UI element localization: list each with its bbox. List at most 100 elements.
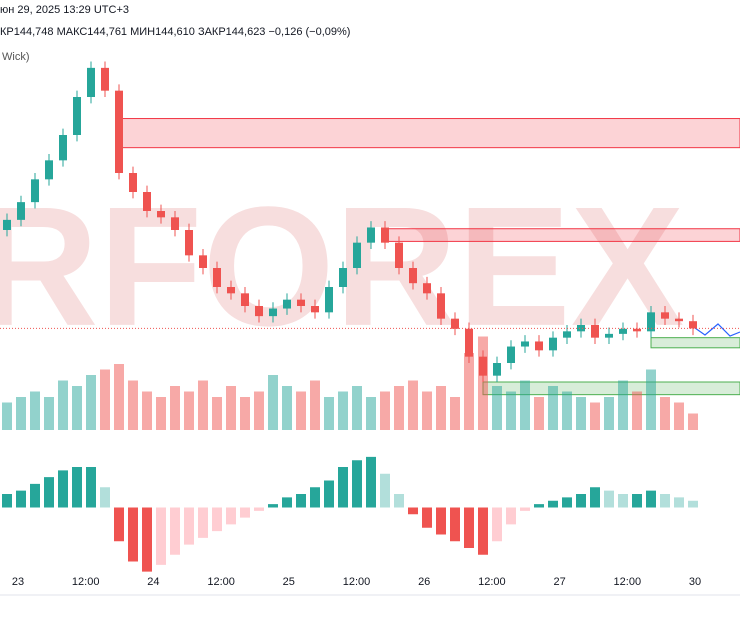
candle-body bbox=[269, 308, 277, 317]
candle-body bbox=[381, 227, 389, 243]
volume-bar bbox=[478, 336, 488, 430]
zone bbox=[650, 337, 740, 349]
volume-bar bbox=[86, 375, 96, 430]
histogram-bar bbox=[254, 507, 264, 511]
candle-body bbox=[185, 230, 193, 256]
volume-bar bbox=[212, 397, 222, 430]
histogram-bar bbox=[128, 507, 138, 562]
candle-body bbox=[157, 211, 165, 218]
candle-body bbox=[675, 318, 683, 322]
candle-body bbox=[353, 242, 361, 268]
candle-body bbox=[367, 227, 375, 243]
candle-body bbox=[465, 328, 473, 357]
candle-body bbox=[129, 173, 137, 192]
histogram-bar bbox=[366, 456, 376, 508]
volume-bar bbox=[660, 397, 670, 430]
candle-body bbox=[493, 363, 501, 376]
volume-bar bbox=[72, 386, 82, 430]
histogram-bar bbox=[114, 507, 124, 542]
x-tick-label: 27 bbox=[553, 576, 565, 588]
histogram-bar bbox=[142, 507, 152, 572]
volume-bar bbox=[548, 386, 558, 430]
volume-bar bbox=[352, 386, 362, 430]
histogram-bar bbox=[436, 507, 446, 535]
histogram-bar bbox=[660, 494, 670, 508]
x-tick-label: 12:00 bbox=[478, 576, 506, 588]
candle-body bbox=[535, 341, 543, 351]
volume-bar bbox=[618, 380, 628, 430]
legend-text: Wick) bbox=[2, 51, 30, 63]
candle-body bbox=[101, 67, 109, 91]
histogram-bar bbox=[422, 507, 432, 528]
candle-body bbox=[409, 268, 417, 284]
histogram-bar bbox=[576, 494, 586, 508]
histogram-bar bbox=[632, 494, 642, 508]
candle-body bbox=[619, 328, 627, 334]
x-tick-label: 12:00 bbox=[207, 576, 235, 588]
volume-bar bbox=[240, 397, 250, 430]
histogram-bar bbox=[674, 497, 684, 508]
candle-body bbox=[171, 217, 179, 230]
volume-bar bbox=[590, 402, 600, 430]
x-tick-label: 30 bbox=[689, 576, 701, 588]
histogram-bar bbox=[408, 507, 418, 515]
volume-bar bbox=[688, 413, 698, 430]
x-tick-label: 26 bbox=[418, 576, 430, 588]
volume-bar bbox=[338, 391, 348, 430]
histogram-bar bbox=[72, 467, 82, 508]
ohlc-text: КР144,748 МАКС144,761 МИН144,610 ЗАКР144… bbox=[0, 26, 350, 38]
zone bbox=[118, 118, 740, 149]
candle-body bbox=[437, 293, 445, 319]
volume-bar bbox=[646, 369, 656, 430]
histogram-bar bbox=[688, 500, 698, 508]
histogram-bar bbox=[100, 487, 110, 508]
volume-bar bbox=[422, 391, 432, 430]
histogram-bar bbox=[590, 487, 600, 508]
watermark: RFOREX bbox=[0, 172, 684, 362]
candle-body bbox=[479, 356, 487, 376]
volume-bar bbox=[576, 397, 586, 430]
histogram-bar bbox=[352, 460, 362, 508]
histogram-bar bbox=[520, 507, 530, 511]
candle-body bbox=[143, 192, 151, 211]
candle-body bbox=[115, 90, 123, 173]
histogram-bar bbox=[478, 507, 488, 555]
candle-body bbox=[213, 268, 221, 287]
candle-body bbox=[661, 312, 669, 319]
histogram-bar bbox=[184, 507, 194, 545]
forecast-line bbox=[694, 323, 740, 337]
zone bbox=[384, 228, 740, 242]
volume-bar bbox=[520, 380, 530, 430]
volume-bar bbox=[464, 353, 474, 430]
volume-bar bbox=[114, 364, 124, 430]
volume-bar bbox=[492, 386, 502, 430]
candle-body bbox=[339, 268, 347, 287]
histogram-bar bbox=[282, 497, 292, 508]
candle-body bbox=[633, 328, 641, 332]
histogram-bar bbox=[86, 467, 96, 508]
x-tick-label: 12:00 bbox=[343, 576, 371, 588]
volume-bar bbox=[142, 391, 152, 430]
histogram-bar bbox=[296, 494, 306, 508]
histogram-bar bbox=[506, 507, 516, 525]
histogram-bar bbox=[58, 470, 68, 508]
histogram-bar bbox=[380, 473, 390, 508]
volume-bar bbox=[310, 380, 320, 430]
histogram-bar bbox=[534, 504, 544, 508]
candle-body bbox=[31, 179, 39, 203]
candle-body bbox=[549, 337, 557, 351]
candle-body bbox=[59, 135, 67, 161]
histogram-bar bbox=[310, 487, 320, 508]
x-tick-label: 23 bbox=[12, 576, 24, 588]
volume-bar bbox=[562, 391, 572, 430]
candle-body bbox=[17, 202, 25, 220]
candle-body bbox=[73, 97, 81, 135]
candle-body bbox=[297, 299, 305, 306]
histogram-bar bbox=[394, 494, 404, 508]
volume-bar bbox=[100, 369, 110, 430]
candle-body bbox=[311, 306, 319, 313]
histogram-bar bbox=[604, 490, 614, 508]
histogram-bar bbox=[16, 490, 26, 508]
date-text: юн 29, 2025 13:29 UTC+3 bbox=[0, 4, 129, 16]
